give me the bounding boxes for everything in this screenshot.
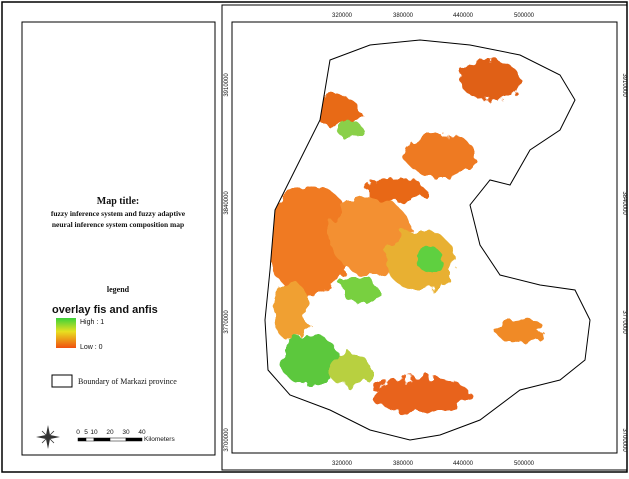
y-coordinate: 3700000 (621, 428, 627, 452)
y-coordinate: 3910000 (621, 73, 627, 97)
coordinate-labels: 320000 320000 380000 380000 440000 440000 5000… (224, 13, 627, 467)
map-outer-frame (221, 4, 628, 471)
x-coordinate: 320000 (332, 461, 353, 467)
y-coordinate: 3770000 (621, 310, 627, 334)
scale-tick-label: 0 (76, 429, 80, 436)
boundary-swatch (51, 374, 73, 388)
x-coordinate: 380000 (393, 461, 414, 467)
layer-name: overlay fis and anfis (52, 304, 158, 316)
scale-segment (85, 437, 95, 442)
y-coordinate: 3840000 (621, 191, 627, 215)
x-coordinate: 320000 (332, 13, 353, 19)
scale-segment (109, 437, 127, 442)
scale-tick-label: 10 (90, 429, 98, 436)
y-coordinate: 3700000 (224, 428, 230, 452)
scale-segment (125, 437, 143, 442)
north-arrow (36, 425, 60, 449)
boundary-label: Boundary of Markazi province (78, 377, 177, 386)
scale-tick-label: 20 (106, 429, 114, 436)
scale-unit: Kilometers (144, 436, 175, 443)
y-coordinate: 3770000 (224, 310, 230, 334)
scale-tick-label: 40 (138, 429, 146, 436)
color-ramp (56, 318, 76, 348)
x-coordinate: 440000 (453, 13, 474, 19)
map-title-line: fuzzy inference system and fuzzy adaptiv… (51, 209, 186, 218)
scale-segment (93, 437, 111, 442)
y-coordinate: 3840000 (224, 191, 230, 215)
map-title-heading: Map title: (97, 196, 140, 207)
x-coordinate: 500000 (514, 13, 535, 19)
suitability-raster (265, 60, 545, 413)
x-coordinate: 380000 (393, 13, 414, 19)
map-title-line: neural inference system composition map (52, 220, 184, 229)
legend-panel (21, 21, 216, 456)
scale-segment (77, 437, 87, 442)
x-coordinate: 440000 (453, 461, 474, 467)
low-label: Low : 0 (80, 344, 103, 351)
high-label: High : 1 (80, 319, 104, 326)
scale-tick-label: 30 (122, 429, 130, 436)
x-coordinate: 500000 (514, 461, 535, 467)
legend-heading: legend (107, 285, 130, 294)
scale-tick-label: 5 (84, 429, 88, 436)
y-coordinate: 3910000 (224, 73, 230, 97)
